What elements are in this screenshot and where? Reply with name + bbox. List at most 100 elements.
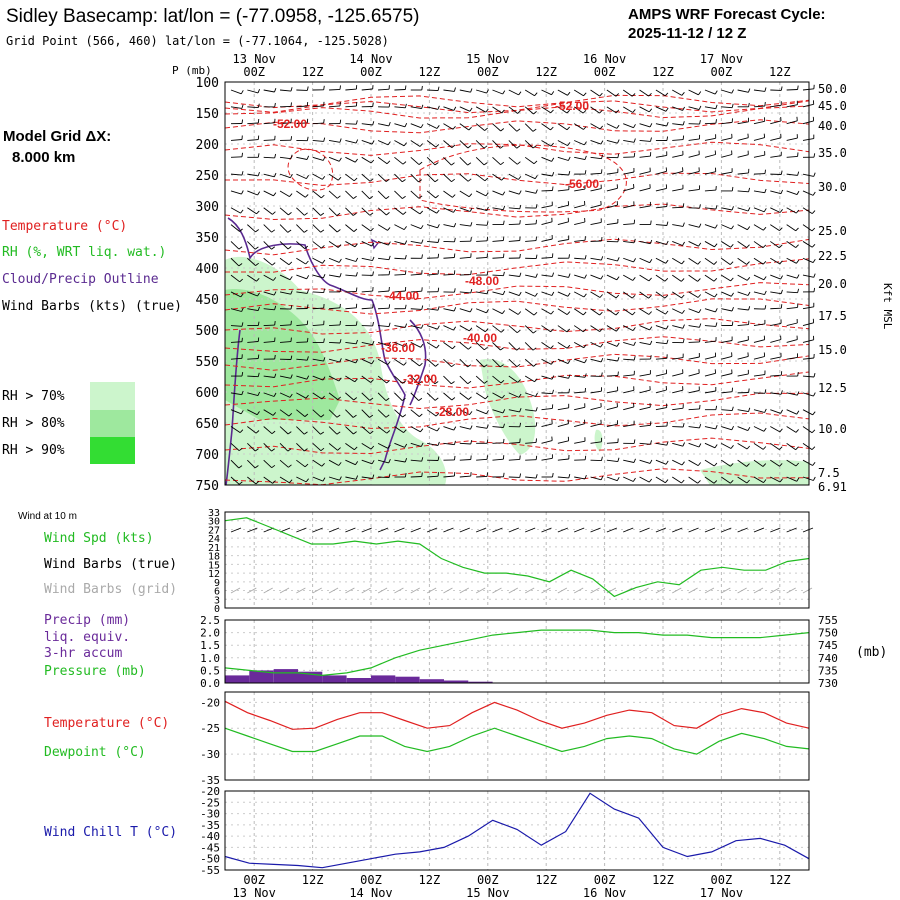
wind-barb-flag	[633, 138, 636, 143]
wind-barb-flag	[355, 120, 358, 125]
wind-barb	[492, 207, 504, 211]
wind-barb-flag	[435, 194, 439, 199]
wind-barb	[312, 307, 324, 310]
wind-barb	[524, 156, 535, 165]
wind-barb	[639, 291, 649, 299]
wind-barb-flag	[290, 87, 293, 92]
wind-barb-flag	[305, 478, 309, 483]
wind-barb-flag	[288, 412, 293, 417]
wind-barb	[328, 224, 338, 233]
wind-barb-flag	[387, 227, 391, 231]
legend-rh80-label: RH > 80%	[2, 416, 65, 431]
wind-barb-flag	[451, 397, 456, 401]
wind-barb	[623, 140, 635, 143]
wind-barb	[786, 207, 797, 214]
wind-barb	[786, 274, 798, 279]
grid-wind-barb	[688, 587, 698, 594]
wind-barb-flag	[288, 464, 292, 468]
wind-barb-flag	[665, 479, 669, 483]
legend-wind-barbs-true: Wind Barbs (true)	[44, 557, 177, 572]
wind-barb	[279, 190, 290, 197]
wind-barb-flag	[484, 328, 489, 333]
wind-barb-flag	[421, 85, 423, 91]
wind-barb	[606, 123, 617, 129]
wind-barb-flag	[681, 461, 685, 466]
wind-barb	[802, 322, 814, 327]
wind-barb	[525, 190, 536, 194]
wind-barb	[410, 527, 421, 533]
wind-barb-flag	[467, 145, 472, 149]
wind-barb	[541, 238, 553, 242]
wind-barb	[443, 375, 452, 385]
wind-barb-flag	[535, 407, 538, 412]
wind-barb	[247, 392, 259, 397]
wind-barb	[688, 356, 700, 360]
rh70-region	[594, 429, 603, 452]
wind-barb	[753, 527, 765, 533]
legend-rh70-label: RH > 70%	[2, 389, 65, 404]
wind-barb	[786, 306, 798, 310]
wind-barb-flag	[306, 289, 309, 294]
wind-barb-flag	[486, 289, 489, 294]
wind-barb-flag	[500, 379, 505, 384]
bottom-hour-label: 00Z	[477, 873, 499, 887]
wind-barb	[721, 171, 733, 175]
wind-barb	[590, 188, 602, 192]
wind-barb	[574, 527, 585, 533]
temperature-contour	[224, 141, 810, 156]
top-hour-label: 12Z	[535, 65, 557, 79]
wind-barb-flag	[437, 86, 440, 91]
wind-barb	[672, 357, 684, 360]
wind-barb-flag	[239, 278, 244, 283]
wind-barb-flag	[339, 358, 342, 363]
wind-barb-flag	[600, 140, 604, 145]
wind-barb-flag	[763, 226, 767, 231]
wind-barb-flag	[715, 425, 718, 430]
wind-barb-flag	[401, 397, 406, 401]
wind-barb-flag	[306, 337, 309, 342]
wind-barb	[312, 392, 323, 400]
wind-barb	[328, 274, 340, 278]
wind-barb	[377, 527, 389, 533]
temperature-tick: -25	[200, 722, 220, 735]
grid-wind-barb	[802, 587, 813, 594]
wind-barb	[279, 291, 291, 295]
wind-barb	[573, 123, 584, 130]
wind-barb	[786, 476, 797, 482]
wind-barb	[622, 291, 633, 299]
wind-barb	[377, 358, 388, 365]
wind-barb-flag	[388, 270, 391, 275]
wind-barb-flag	[600, 358, 604, 363]
wind-barb	[639, 308, 650, 315]
wind-barb	[230, 325, 243, 327]
wind-barb	[623, 171, 635, 175]
wind-barb-flag	[797, 171, 800, 176]
wind-barb-flag	[797, 85, 799, 90]
wind-barb	[672, 89, 683, 96]
cloud-outline	[409, 319, 427, 406]
wind-barb-flag	[617, 457, 620, 462]
wind-barb-flag	[795, 227, 799, 232]
wind-barb-flag	[467, 178, 472, 182]
wind-barb	[279, 207, 289, 216]
wind-barb	[247, 459, 256, 469]
wind-barb	[541, 457, 553, 461]
wind-barb-flag	[715, 322, 718, 327]
wind-barb	[524, 375, 535, 383]
wind-barb-flag	[746, 244, 750, 248]
wind-barb-flag	[434, 381, 439, 385]
wind-barb-flag	[370, 159, 375, 164]
wind-barb-flag	[567, 156, 571, 161]
wind-barb	[247, 106, 259, 109]
top-hour-label: 00Z	[360, 65, 382, 79]
wind-barb-flag	[470, 425, 473, 430]
wind-barb-flag	[337, 195, 341, 199]
wind-barb	[443, 442, 455, 446]
wind-barb	[230, 459, 240, 469]
wind-barb-flag	[339, 138, 342, 143]
wind-barb	[557, 239, 569, 242]
wind-barb	[263, 443, 272, 452]
wind-barb	[688, 241, 699, 247]
wind-barb	[802, 459, 813, 466]
wind-barb	[672, 389, 684, 394]
